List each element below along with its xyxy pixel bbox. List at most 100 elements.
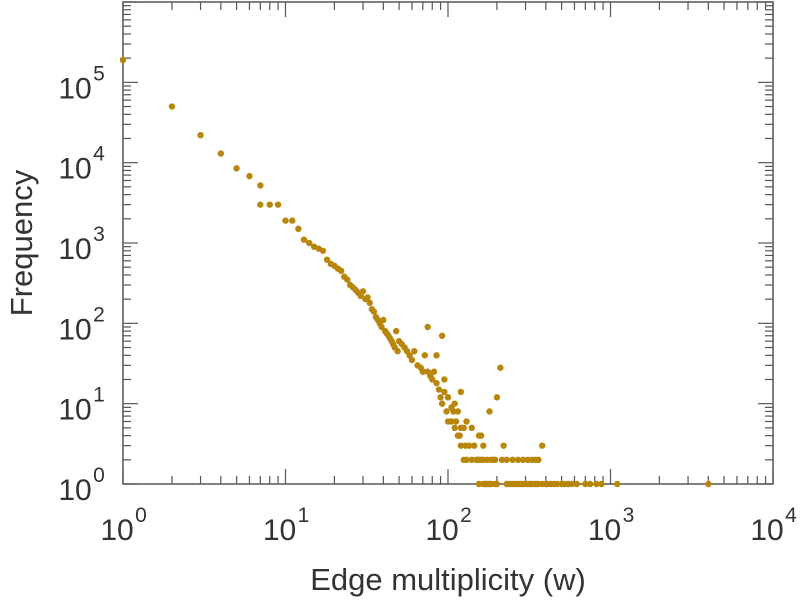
data-point: [454, 408, 462, 415]
data-point: [246, 172, 253, 180]
data-point: [491, 480, 499, 488]
data-point: [437, 394, 444, 401]
data-point: [441, 388, 448, 396]
data-point: [554, 480, 561, 488]
data-point: [448, 418, 455, 425]
y-tick-label-base: 10: [58, 394, 91, 427]
y-tick-label: 10 2: [58, 303, 105, 346]
y-tick-label-exp: 2: [93, 303, 105, 326]
data-point: [443, 408, 450, 415]
data-point: [197, 131, 204, 139]
data-point: [394, 347, 401, 355]
data-point: [598, 480, 605, 488]
data-point: [480, 442, 487, 449]
data-point: [438, 400, 446, 407]
data-point: [503, 480, 510, 488]
x-tick-label: 10 4: [750, 504, 797, 547]
data-point: [535, 456, 542, 464]
data-point: [565, 480, 572, 488]
data-point: [419, 368, 427, 375]
data-point: [509, 480, 516, 488]
y-tick-label: 10 1: [58, 384, 105, 427]
x-tick-label: 10 1: [263, 504, 310, 547]
data-point: [257, 201, 264, 208]
data-point: [217, 150, 225, 157]
data-point: [463, 418, 470, 425]
data-point: [433, 379, 440, 387]
data-point: [433, 352, 440, 359]
data-point: [274, 201, 282, 208]
data-point: [438, 332, 446, 339]
data-points: [119, 56, 712, 488]
data-point: [451, 400, 458, 407]
y-tick-label-exp: 1: [93, 384, 105, 407]
data-point: [266, 201, 273, 208]
y-tick-label-exp: 0: [93, 464, 105, 487]
data-point: [524, 480, 532, 488]
y-tick-label: 10 4: [58, 143, 105, 186]
data-point: [486, 408, 493, 415]
data-point: [475, 480, 483, 488]
x-tick-label-exp: 0: [135, 504, 147, 527]
data-point: [370, 308, 378, 315]
x-tick-label: 10 0: [100, 504, 147, 547]
x-tick-labels: 10 0 10 1 10 2 10 3 10 4: [100, 504, 797, 547]
data-point: [430, 368, 438, 375]
data-point: [393, 327, 400, 335]
data-point: [452, 418, 460, 425]
data-point: [468, 456, 475, 464]
y-tick-label: 10 0: [58, 464, 105, 507]
y-axis-title: Frequency: [4, 169, 39, 316]
data-point: [344, 276, 351, 283]
data-point: [424, 323, 431, 331]
x-tick-label: 10 2: [425, 504, 472, 547]
x-tick-label: 10 3: [588, 504, 635, 547]
y-tick-label-base: 10: [58, 153, 91, 186]
data-point: [366, 299, 373, 307]
data-point: [497, 364, 504, 371]
data-point: [519, 456, 527, 464]
data-point: [295, 225, 302, 233]
data-point: [441, 376, 448, 383]
data-point: [500, 442, 507, 449]
data-point: [547, 480, 555, 488]
data-point: [509, 456, 516, 464]
y-tick-label-base: 10: [58, 233, 91, 266]
y-tick-label: 10 3: [58, 223, 105, 266]
data-point: [460, 424, 467, 432]
data-point: [493, 394, 501, 401]
y-tick-label-base: 10: [58, 474, 91, 507]
data-point: [465, 442, 473, 449]
data-point: [524, 456, 532, 464]
y-tick-label-exp: 5: [93, 62, 105, 85]
data-point: [233, 165, 240, 172]
data-point: [614, 480, 621, 488]
data-point: [457, 388, 465, 396]
y-tick-label: 10 5: [58, 62, 105, 105]
data-point: [514, 480, 522, 488]
data-point: [468, 424, 475, 432]
data-point: [323, 256, 331, 263]
data-point: [257, 182, 264, 189]
data-point: [337, 267, 345, 275]
data-point: [451, 424, 458, 432]
x-tick-label-exp: 4: [785, 504, 797, 527]
x-axis-title: Edge multiplicity (w): [310, 562, 586, 597]
data-point: [359, 288, 367, 295]
data-point: [429, 376, 436, 383]
data-point: [435, 386, 443, 393]
data-point: [119, 56, 127, 64]
data-point: [503, 456, 510, 464]
data-point: [475, 456, 483, 464]
data-point: [289, 217, 296, 224]
x-tick-label-base: 10: [100, 514, 133, 547]
data-point: [542, 480, 550, 488]
data-point: [519, 480, 527, 488]
data-point: [539, 442, 546, 449]
data-point: [364, 294, 371, 301]
data-point: [421, 352, 429, 359]
y-tick-label-base: 10: [58, 72, 91, 105]
x-tick-label-base: 10: [588, 514, 621, 547]
